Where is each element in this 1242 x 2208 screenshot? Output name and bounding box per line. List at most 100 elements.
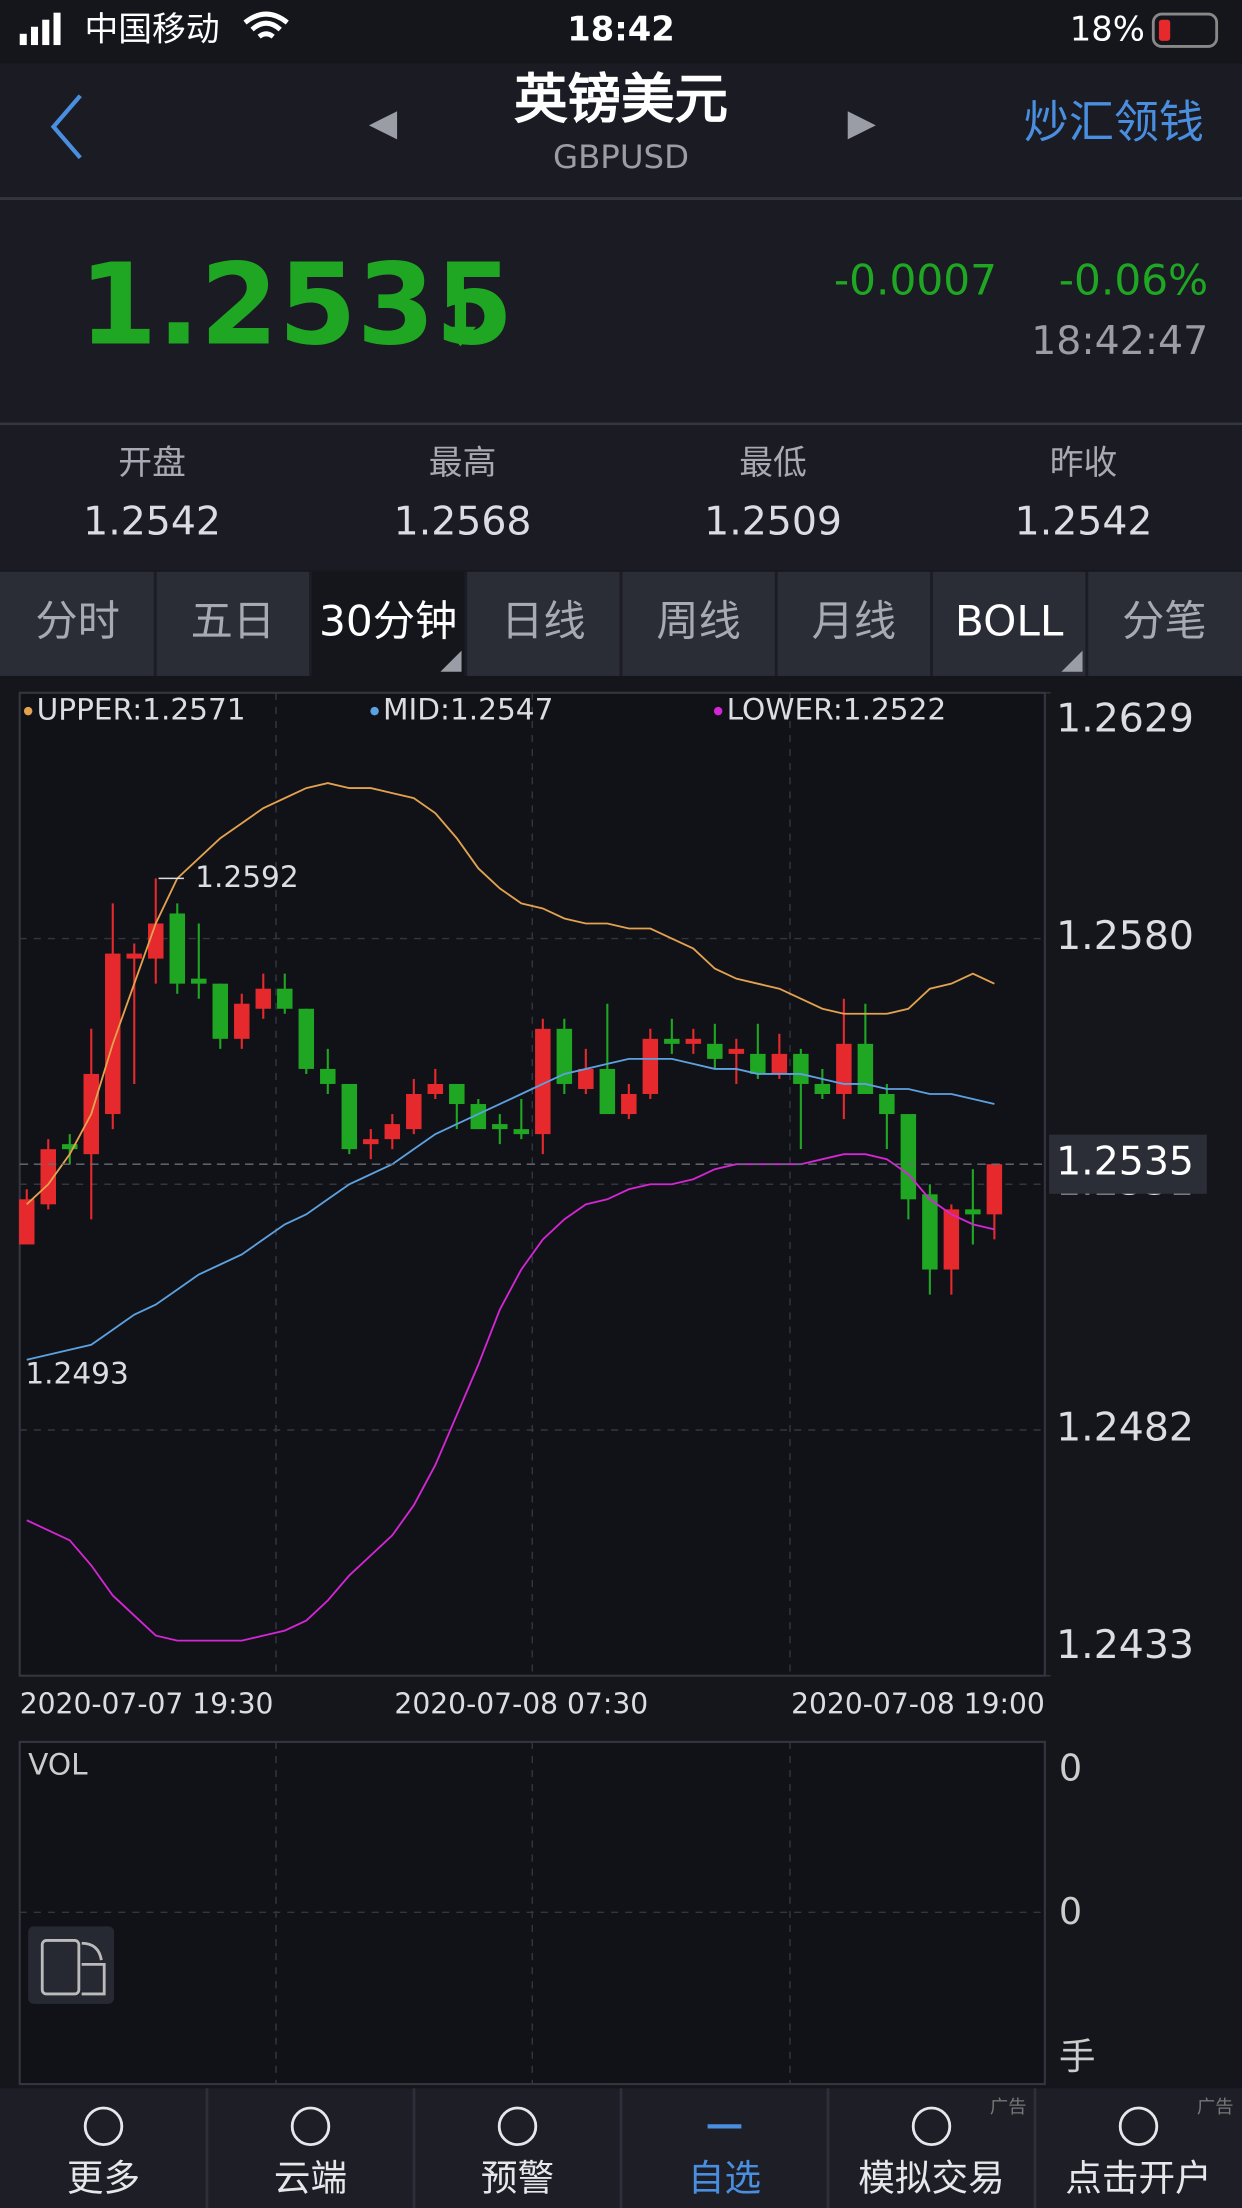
candle-body xyxy=(513,1129,530,1135)
promo-link[interactable]: 炒汇领钱 xyxy=(1024,95,1204,148)
quote-panel: 1.2535 -0.0007 -0.06% 18:42:47 xyxy=(0,199,1242,571)
quote-time: 18:42:47 xyxy=(1031,318,1208,364)
candle-body xyxy=(728,1048,745,1054)
candle-body xyxy=(621,1093,637,1115)
candle-body xyxy=(793,1053,809,1084)
tab[interactable]: 日线 xyxy=(501,596,585,645)
tab-corner xyxy=(1061,650,1083,672)
candle-body xyxy=(470,1104,487,1130)
candle-body xyxy=(707,1043,723,1059)
candle-body xyxy=(40,1149,57,1205)
candlestick-chart: 1.26291.25801.25311.24821.2433UPPER:1.25… xyxy=(18,691,1207,1720)
tab[interactable]: 分时 xyxy=(35,596,119,645)
candle-body xyxy=(879,1093,895,1115)
candle-body xyxy=(642,1038,659,1094)
candle-body xyxy=(492,1124,508,1130)
min-label: 1.2493 xyxy=(25,1356,128,1390)
header-bg xyxy=(0,63,1242,199)
signal-bar xyxy=(53,12,61,46)
candle-body xyxy=(105,953,121,1115)
tab[interactable]: 五日 xyxy=(191,596,275,645)
back-button[interactable] xyxy=(50,94,82,160)
legend-dot xyxy=(713,706,723,716)
last-price-label: 1.2535 xyxy=(1056,1139,1194,1185)
stat-label: 最低 xyxy=(739,443,807,482)
down-arrow xyxy=(444,298,476,347)
tab[interactable]: BOLL xyxy=(955,596,1064,645)
candle-body xyxy=(449,1083,465,1105)
candle-body xyxy=(363,1139,379,1145)
tab[interactable]: 30分钟 xyxy=(319,596,457,645)
battery-fill xyxy=(1158,19,1171,41)
candle-body xyxy=(191,978,207,984)
legend-dot xyxy=(370,706,379,716)
candle-body xyxy=(126,953,143,959)
last-price: 1.2535 xyxy=(79,238,514,370)
candle-body xyxy=(277,988,293,1009)
volume-panel: VOL 0 0 手 xyxy=(18,1740,1096,2086)
candle-body xyxy=(836,1043,852,1094)
ad-tag: 广告 xyxy=(990,2097,1027,2118)
nav-item[interactable]: 更多 xyxy=(67,2156,140,2199)
boll-line xyxy=(26,782,995,1205)
legend-dot xyxy=(23,706,33,716)
status-bar: 中国移动 18:42 18% xyxy=(19,9,1219,48)
prev-symbol-button[interactable] xyxy=(368,111,398,140)
candle-body xyxy=(298,1008,315,1069)
candle-body xyxy=(406,1093,422,1130)
max-label: 1.2592 xyxy=(195,860,298,894)
header: 英镑美元 GBPUSD 炒汇领钱 xyxy=(0,63,1242,200)
candle-body xyxy=(965,1209,981,1215)
nav-item[interactable]: 自选 xyxy=(688,2156,761,2199)
symbol-code: GBPUSD xyxy=(553,138,689,176)
candle-body xyxy=(169,913,186,984)
rotate-icon xyxy=(40,1939,81,1996)
candle-body xyxy=(900,1114,917,1200)
volume-title: VOL xyxy=(28,1747,88,1781)
stat-label: 最高 xyxy=(429,443,497,482)
candle-body xyxy=(750,1053,766,1074)
stat-value: 1.2509 xyxy=(704,498,842,544)
nav-item[interactable]: 模拟交易 xyxy=(858,2156,1004,2199)
quote-bg xyxy=(0,199,1242,423)
period-tabs: 分时 五日 30分钟 日线 周线 月线 BOLL 分笔 xyxy=(0,571,1242,676)
boll-line xyxy=(26,1153,995,1642)
nav-item[interactable]: 云端 xyxy=(274,2156,347,2199)
candle-body xyxy=(320,1068,336,1084)
x-tick-label: 2020-07-07 19:30 xyxy=(20,1687,274,1720)
tab-corner xyxy=(440,650,462,672)
x-tick-label: 2020-07-08 07:30 xyxy=(394,1687,648,1720)
battery-frame xyxy=(1151,12,1219,48)
signal-bar xyxy=(19,33,27,46)
candle-body xyxy=(212,983,229,1039)
stat-value: 1.2568 xyxy=(394,498,532,544)
nav-item[interactable]: 预警 xyxy=(481,2156,554,2199)
candle-body xyxy=(771,1053,788,1074)
candle-body xyxy=(685,1038,702,1044)
stat-label: 开盘 xyxy=(118,443,186,482)
tab[interactable]: 月线 xyxy=(812,596,896,645)
volume-tick: 0 xyxy=(1059,1747,1082,1790)
y-tick-label: 1.2629 xyxy=(1056,695,1194,741)
stats-bg xyxy=(0,425,1242,571)
tab[interactable]: 周线 xyxy=(656,596,740,645)
next-symbol-button[interactable] xyxy=(847,111,876,140)
rotate-icon xyxy=(81,1941,106,1996)
legend-label: MID:1.2547 xyxy=(383,693,553,727)
y-tick-label: 1.2482 xyxy=(1056,1404,1194,1450)
candle-body xyxy=(341,1083,358,1150)
stat-value: 1.2542 xyxy=(83,498,221,544)
candle-body xyxy=(535,1028,551,1135)
candle-body xyxy=(922,1194,938,1270)
signal-bar xyxy=(42,19,50,46)
nav-item[interactable]: 点击开户 xyxy=(1065,2156,1211,2199)
price-change-pct: -0.06% xyxy=(1059,256,1208,305)
nav-icon xyxy=(83,2106,124,2147)
nav-icon xyxy=(911,2106,952,2147)
tab[interactable]: 分笔 xyxy=(1122,596,1206,645)
boll-line xyxy=(26,1057,995,1361)
stats-row: 开盘 1.2542 最高 1.2568 最低 1.2509 昨收 1.2542 xyxy=(83,443,1152,544)
candle-body xyxy=(578,1068,594,1089)
candle-body xyxy=(986,1164,1003,1215)
volume-unit: 手 xyxy=(1059,2035,1096,2078)
